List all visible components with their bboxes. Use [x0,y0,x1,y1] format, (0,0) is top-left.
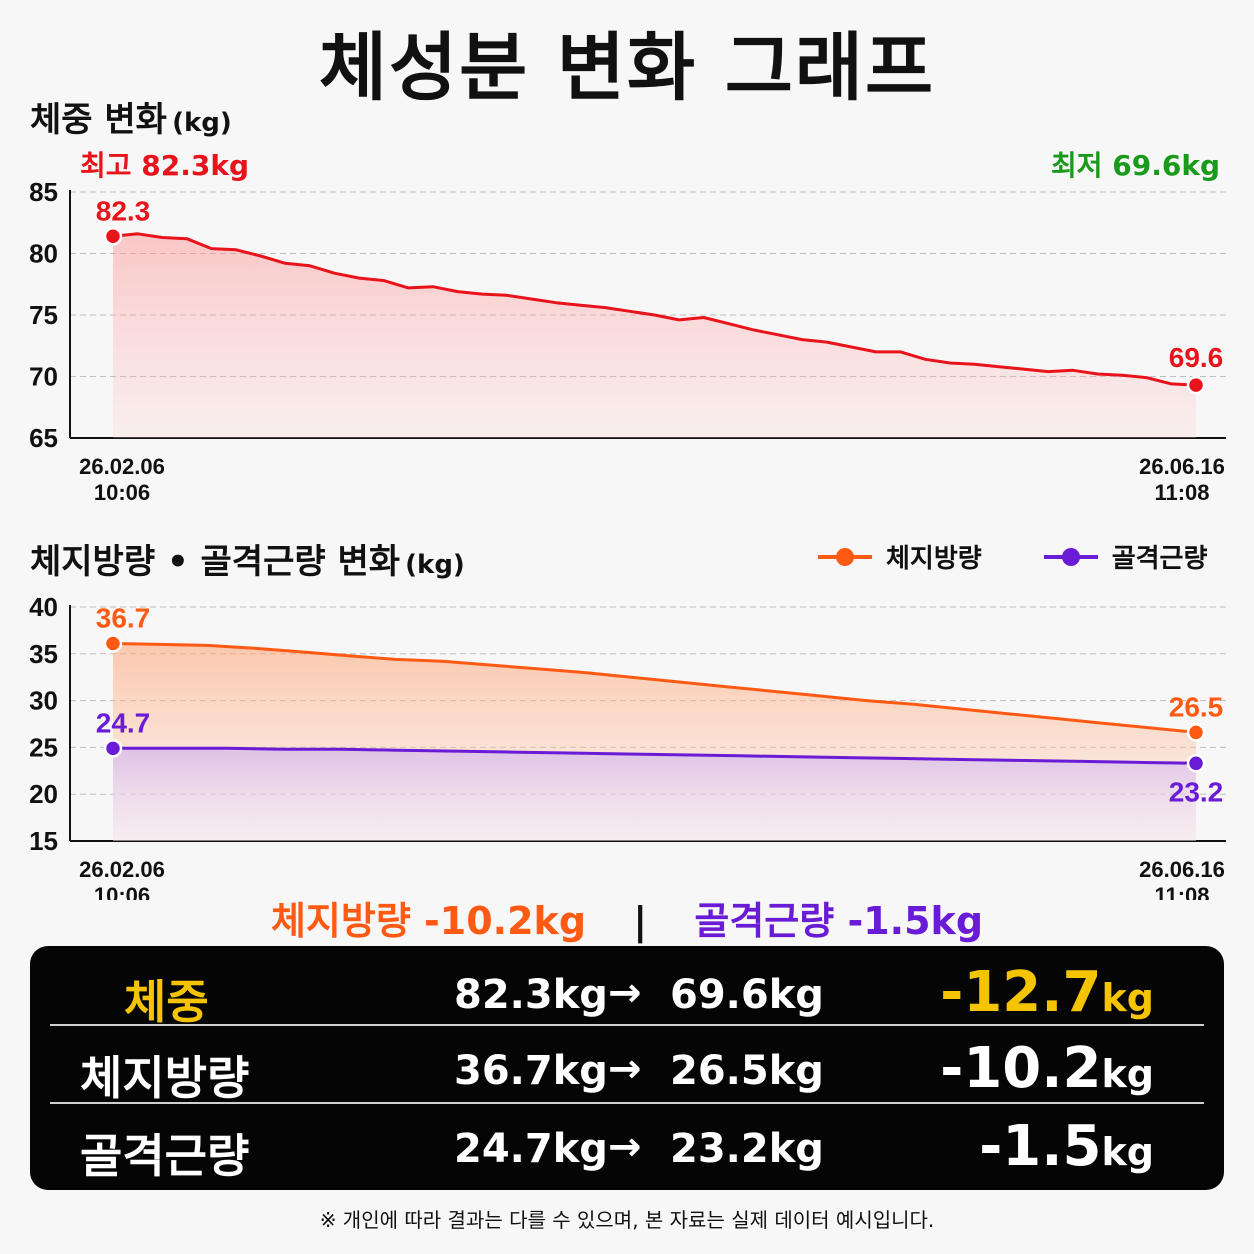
x-tick-label: 26.06.16 [1139,454,1225,479]
y-tick-label: 75 [29,300,58,330]
delta-divider: | [633,899,648,943]
summary-table: 체중 82.3kg → 69.6kg -12.7kg 체지방량 36.7kg →… [30,946,1224,1190]
summary-row-to: 26.5kg [670,1048,824,1094]
y-tick-label: 25 [29,732,58,762]
series-end-point [1186,723,1206,742]
row-divider [50,1102,1204,1104]
data-label: 23.2 [1169,776,1224,807]
series-line [113,746,1197,765]
summary-row-delta: -12.7kg [940,960,1154,1025]
page-title: 체성분 변화 그래프 [318,25,936,111]
summary-row-delta-value: -10.2 [940,1036,1102,1101]
data-label: 69.6 [1169,342,1224,373]
x-tick-label: 11:08 [1154,883,1209,900]
composition-section-header: 체지방량 • 골격근량 변화 (kg) [30,534,465,583]
summary-row-delta-unit: kg [1101,1052,1154,1096]
legend-muscle-swatch [1043,547,1098,566]
summary-row-name: 체중 [124,975,209,1029]
series-line [112,232,1197,387]
summary-row-delta-value: -12.7 [940,960,1102,1025]
x-tick-label: 26.02.06 [79,857,165,882]
composition-chart: 15 20 25 30 35 40 36.7 26.5 24.7 23.2 26.02.0610:0… [29,592,1226,900]
series-line [112,642,1197,734]
series-end-point [1186,754,1206,773]
summary-row-weight: 체중 82.3kg → 69.6kg -12.7kg [30,954,1224,1032]
summary-row-name: 체지방량 [80,1051,250,1105]
summary-row-name: 골격근량 [80,1129,250,1183]
summary-row-arrow: → [608,1046,642,1092]
weight-section-header: 체중 변화 (kg) [30,92,232,141]
series-start-point [103,739,123,758]
summary-row-delta-unit: kg [1101,1130,1154,1174]
y-tick-label: 35 [29,639,58,669]
x-tick-label: 26.02.06 [79,454,165,479]
summary-row-muscle: 골격근량 24.7kg → 23.2kg -1.5kg [30,1108,1224,1186]
legend-muscle-label: 골격근량 [1111,544,1208,574]
data-label: 24.7 [96,707,151,738]
summary-row-from: 82.3kg [454,972,608,1018]
footnote: ※ 개인에 따라 결과는 다를 수 있으며, 본 자료는 실제 데이터 예시입니… [319,1208,935,1232]
summary-row-delta-unit: kg [1101,976,1154,1020]
weight-min-label: 최저 69.6kg [1050,149,1220,182]
composition-unit-label: (kg) [405,550,465,580]
data-label: 26.5 [1169,691,1224,722]
y-tick-label: 30 [29,686,58,716]
y-tick-label: 40 [29,592,58,622]
legend-fat-label: 체지방량 [886,544,982,574]
chart-legend: 체지방량 골격근량 [818,538,1207,575]
series-end-point [1186,375,1206,395]
x-tick-label: 10:06 [94,480,150,505]
y-tick-label: 85 [29,177,58,207]
summary-row-from: 24.7kg [454,1126,608,1172]
summary-row-delta-value: -1.5 [979,1114,1102,1179]
data-label: 82.3 [96,195,151,226]
summary-row-to: 23.2kg [670,1126,824,1172]
y-tick-label: 65 [29,423,58,453]
delta-muscle: 골격근량 -1.5kg [694,899,984,943]
row-divider [50,1024,1204,1026]
summary-row-fat: 체지방량 36.7kg → 26.5kg -10.2kg [30,1030,1224,1108]
summary-row-delta: -1.5kg [979,1114,1154,1179]
delta-summary: 체지방량 -10.2kg | 골격근량 -1.5kg [0,890,1254,945]
summary-row-arrow: → [608,970,642,1016]
summary-row-from: 36.7kg [454,1048,608,1094]
data-label: 36.7 [96,603,151,634]
y-tick-label: 70 [29,362,58,392]
composition-section-title: 체지방량 • 골격근량 변화 [30,542,401,582]
weight-max-label: 최고 82.3kg [80,149,250,182]
series-start-point [103,227,123,246]
weight-unit-label: (kg) [172,108,232,138]
y-tick-label: 20 [29,779,58,809]
summary-row-arrow: → [608,1124,642,1170]
y-tick-label: 80 [29,239,58,269]
series-start-point [103,634,123,653]
legend-fat-swatch [818,547,872,566]
x-tick-label: 26.06.16 [1139,857,1225,882]
series-area [113,748,1196,841]
summary-row-delta: -10.2kg [940,1036,1154,1101]
weight-section-title: 체중 변화 [30,100,167,140]
delta-fat: 체지방량 -10.2kg [270,899,587,943]
series-area [113,233,1196,438]
y-tick-label: 15 [29,826,58,856]
summary-row-to: 69.6kg [670,972,824,1018]
x-tick-label: 10:06 [94,883,150,900]
x-tick-label: 11:08 [1154,480,1209,505]
